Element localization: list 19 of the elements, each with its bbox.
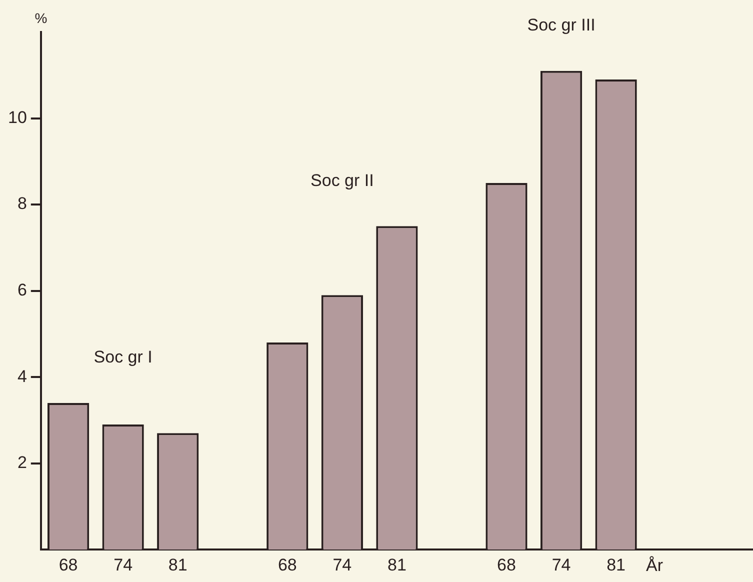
x-axis-title: År [646, 556, 664, 575]
annotation: Soc gr I [94, 348, 152, 367]
x-tick-label: 81 [606, 555, 626, 574]
x-tick-label: 74 [332, 555, 352, 574]
annotation: Soc gr II [310, 170, 374, 190]
y-axis-title: % [34, 10, 48, 26]
x-tick-label: 68 [278, 555, 297, 574]
x-tick-label: 74 [552, 555, 571, 574]
x-tick-label: 68 [497, 555, 516, 574]
x-tick-label: 81 [387, 555, 406, 574]
x-tick-label: 81 [168, 555, 188, 574]
y-tick-label: 8 [17, 194, 27, 214]
x-tick-label: 74 [114, 555, 133, 574]
annotation: Soc gr III [527, 16, 596, 35]
y-tick-label: 2 [17, 453, 27, 472]
y-tick-label: 10 [8, 108, 27, 127]
y-tick-label: 4 [17, 366, 27, 386]
y-tick-label: 6 [17, 280, 27, 300]
x-tick-label: 68 [58, 555, 78, 574]
